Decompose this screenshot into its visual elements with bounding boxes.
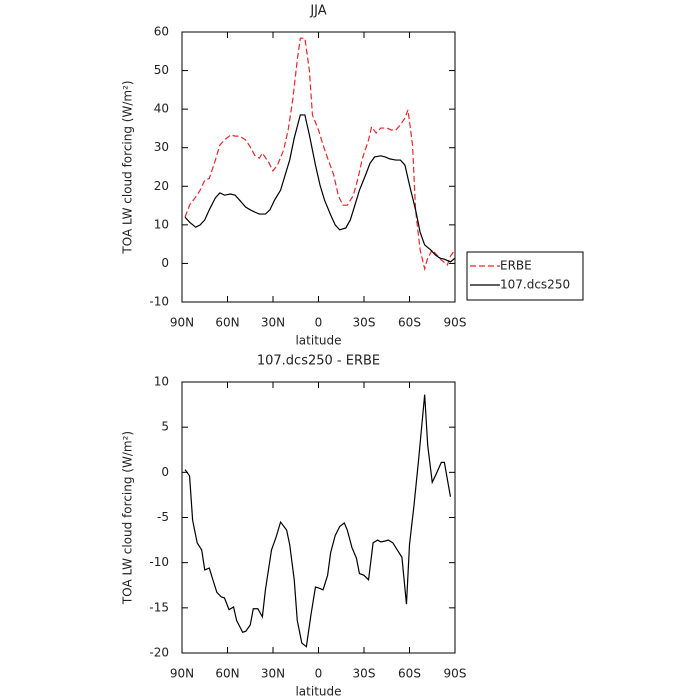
x-tick-label: 0 <box>315 667 323 681</box>
x-tick-label: 30N <box>261 316 285 330</box>
y-tick-label: 20 <box>154 179 169 193</box>
y-tick-label: -15 <box>149 600 169 614</box>
y-tick-label: 0 <box>161 465 169 479</box>
data-line <box>184 37 456 272</box>
y-tick-label: 50 <box>154 63 169 77</box>
y-tick-label: -20 <box>149 646 169 660</box>
x-axis-label: latitude <box>295 685 341 699</box>
x-tick-label: 30S <box>353 667 376 681</box>
y-tick-label: 40 <box>154 102 169 116</box>
x-axis-label: latitude <box>295 334 341 348</box>
y-tick-label: -10 <box>149 555 169 569</box>
y-tick-label: -10 <box>149 295 169 309</box>
x-tick-label: 90S <box>444 316 467 330</box>
y-tick-label: 0 <box>161 256 169 270</box>
plot-frame <box>181 381 456 654</box>
data-line <box>184 394 452 648</box>
x-tick-label: 90S <box>444 667 467 681</box>
y-tick-label: 5 <box>161 420 169 434</box>
x-tick-label: 0 <box>315 316 323 330</box>
x-tick-label: 90N <box>170 667 194 681</box>
legend-label: 107.dcs250 <box>500 278 570 292</box>
x-tick-label: 30N <box>261 667 285 681</box>
chart-title: JJA <box>309 4 326 19</box>
y-axis-label: TOA LW cloud forcing (W/m²) <box>121 80 135 254</box>
data-line <box>184 114 456 263</box>
y-tick-label: 10 <box>154 217 169 231</box>
legend-box <box>466 251 584 301</box>
x-tick-label: 60S <box>398 667 421 681</box>
y-axis-label: TOA LW cloud forcing (W/m²) <box>121 431 135 605</box>
plot-frame <box>181 31 456 303</box>
y-tick-label: 60 <box>154 25 169 39</box>
x-tick-label: 60N <box>215 667 239 681</box>
legend-label: ERBE <box>500 259 532 273</box>
x-tick-label: 60N <box>215 316 239 330</box>
y-tick-label: -5 <box>157 510 169 524</box>
y-tick-label: 30 <box>154 140 169 154</box>
x-tick-label: 90N <box>170 316 194 330</box>
x-tick-label: 60S <box>398 316 421 330</box>
chart-title: 107.dcs250 - ERBE <box>257 354 380 369</box>
x-tick-label: 30S <box>353 316 376 330</box>
y-tick-label: 10 <box>154 375 169 389</box>
